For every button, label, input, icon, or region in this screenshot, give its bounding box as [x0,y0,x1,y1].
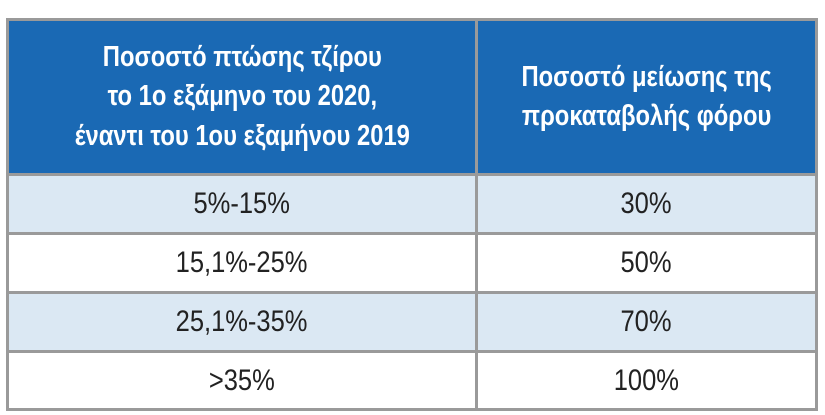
table-cell-drop-range: 25,1%-35% [9,294,475,350]
header-turnover-drop-label: Ποσοστό πτώσης τζίρου το 1ο εξάμηνο του … [74,41,410,152]
table-cell-reduction: 100% [478,353,815,408]
tax-reduction-table: Ποσοστό πτώσης τζίρου το 1ο εξάμηνο του … [6,18,818,411]
table-cell-reduction: 30% [478,176,815,232]
table-cell-drop-range: 5%-15% [9,176,475,232]
header-prepayment-reduction-label: Ποσοστό μείωσης της προκαταβολής φόρου [521,60,772,132]
header-turnover-drop: Ποσοστό πτώσης τζίρου το 1ο εξάμηνο του … [9,21,475,173]
table-cell-drop-range: >35% [9,353,475,408]
table-cell-drop-range: 15,1%-25% [9,235,475,291]
table-cell-reduction: 70% [478,294,815,350]
table-grid: Ποσοστό πτώσης τζίρου το 1ο εξάμηνο του … [9,21,815,408]
table-cell-reduction: 50% [478,235,815,291]
top-strip [0,0,825,18]
header-prepayment-reduction: Ποσοστό μείωσης της προκαταβολής φόρου [478,21,815,173]
